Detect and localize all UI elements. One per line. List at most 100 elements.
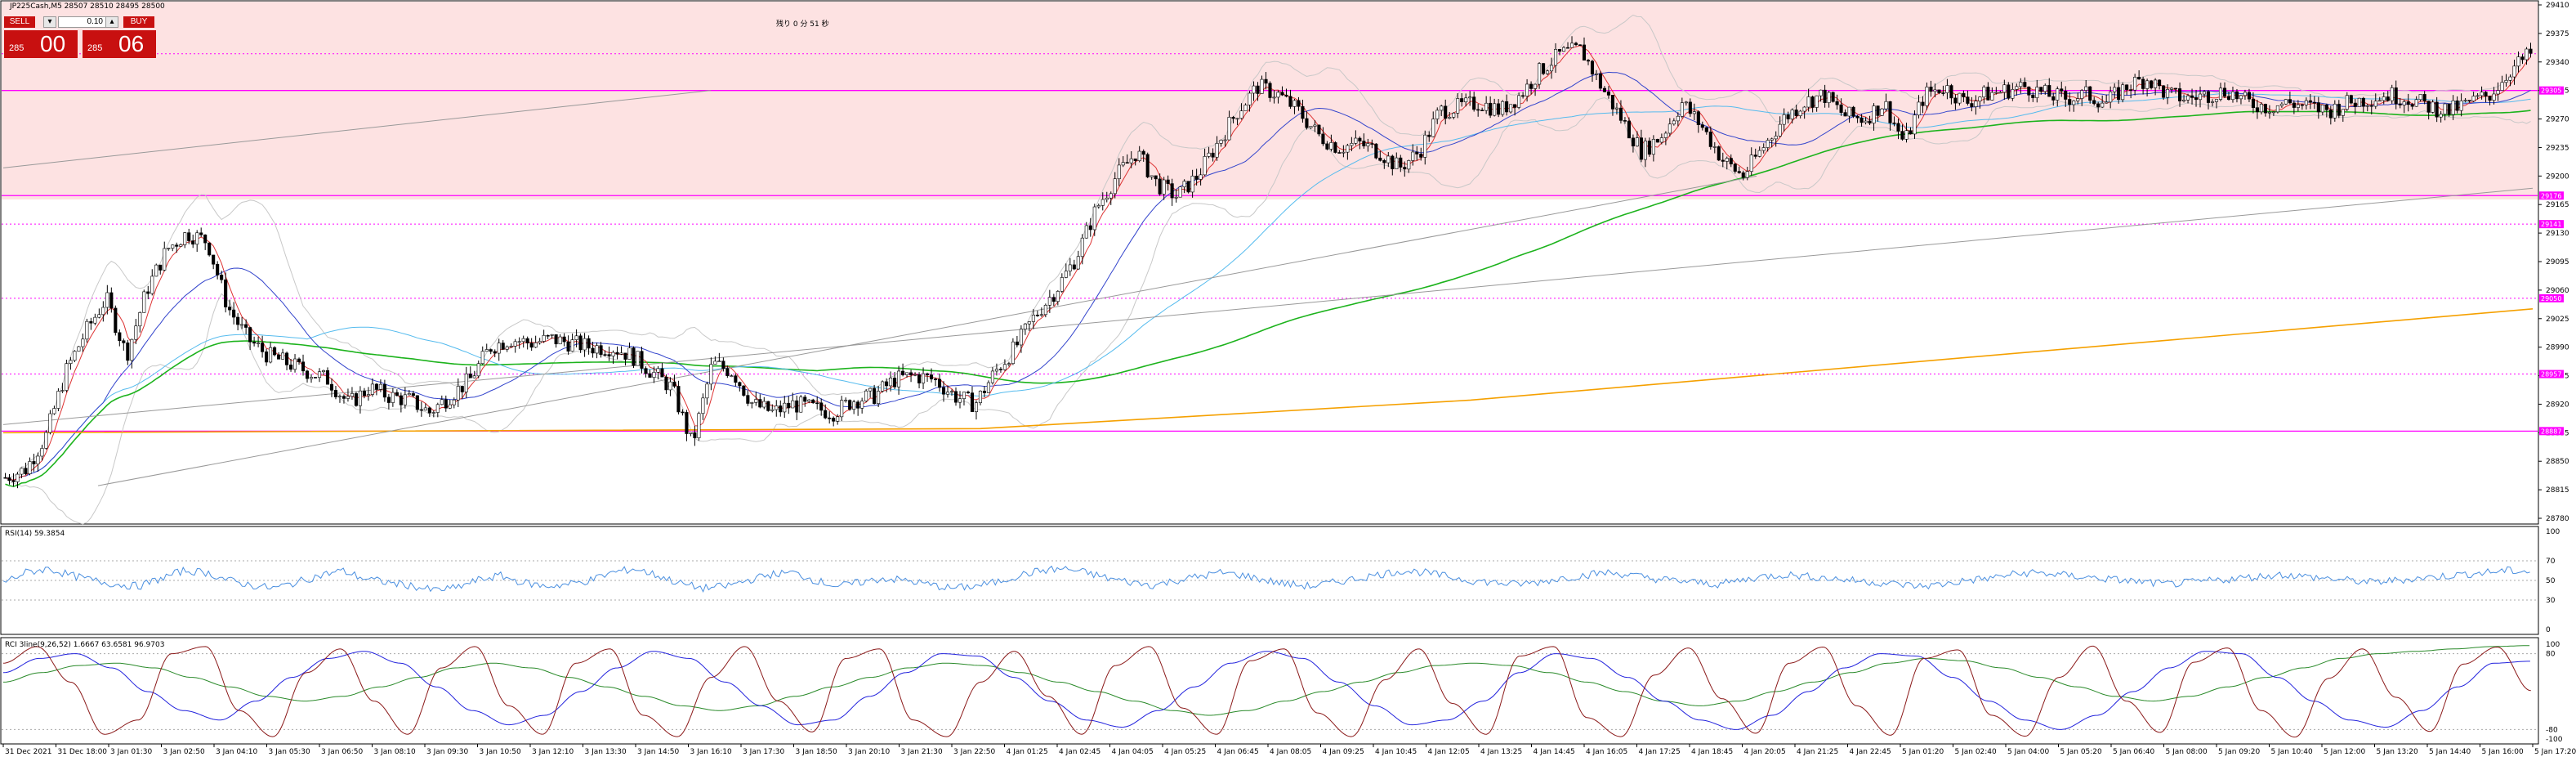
candle-body: [354, 393, 358, 406]
candle-body: [269, 347, 273, 363]
candle-body: [2002, 84, 2007, 93]
sell-price-box[interactable]: 285 00: [4, 30, 78, 58]
candle-body: [2398, 103, 2402, 105]
candle-body: [1651, 139, 1655, 155]
candle-body: [2027, 86, 2031, 96]
candle-body: [195, 232, 199, 245]
candle-body: [640, 351, 644, 369]
price-tick-label: 28920: [2546, 401, 2569, 409]
candle-body: [762, 401, 766, 408]
candle-body: [1137, 150, 1141, 161]
candle-body: [2410, 104, 2414, 107]
time-tick-label: 5 Jan 16:00: [2482, 748, 2525, 756]
price-tag-box: [2539, 370, 2564, 378]
candle-body: [2035, 87, 2039, 98]
lot-size-input[interactable]: 0.10: [58, 16, 107, 28]
candle-body: [444, 399, 448, 409]
candle-body: [248, 327, 252, 343]
candle-body: [1921, 101, 1925, 106]
candle-body: [2133, 77, 2137, 91]
time-tick-label: 3 Jan 14:50: [637, 748, 680, 756]
candle-body: [2418, 94, 2422, 101]
candle-body: [257, 343, 261, 344]
candle-body: [2394, 87, 2398, 105]
candle-body: [1872, 105, 1876, 123]
candle-body: [701, 397, 705, 414]
candle-body: [1802, 106, 1806, 112]
candle-body: [1243, 105, 1248, 111]
sell-button[interactable]: SELL: [4, 16, 35, 28]
candle-body: [2361, 97, 2365, 107]
time-tick-label: 4 Jan 14:45: [1534, 748, 1575, 756]
candle-body: [2292, 102, 2296, 108]
gray-trendline: [2, 187, 2534, 425]
gray-trendline: [2, 90, 712, 168]
candle-body: [1880, 108, 1884, 116]
rsi-axis: 100 70 50 30 0: [2546, 528, 2560, 634]
candle-body: [277, 354, 281, 360]
symbol-header: JP225Cash,M5 28507 28510 28495 28500: [9, 2, 165, 11]
candle-body: [546, 334, 550, 337]
candle-body: [1766, 140, 1770, 148]
candle-body: [1949, 85, 1953, 99]
candle-body: [1859, 117, 1864, 123]
candle-body: [313, 377, 318, 378]
candle-body: [1166, 179, 1170, 184]
candle-body: [730, 375, 734, 377]
buy-button[interactable]: BUY: [123, 16, 154, 28]
rsi-tick-label: 30: [2546, 597, 2556, 605]
candle-body: [1941, 92, 1945, 94]
candle-body: [321, 370, 326, 373]
candle-body: [1578, 44, 1583, 47]
candle-body: [7, 477, 11, 482]
candle-body: [668, 381, 672, 391]
candle-body: [1855, 115, 1859, 119]
candle-body: [1990, 92, 1994, 101]
candle-body: [717, 361, 721, 362]
candle-body: [220, 275, 224, 280]
candle-body: [472, 375, 476, 378]
rci-panel: RCI 3line(9,26,52) 1.6667 63.6581 96.970…: [0, 637, 2563, 745]
candle-body: [2271, 111, 2275, 114]
candle-body: [994, 369, 998, 372]
candle-body: [672, 381, 676, 387]
candle-body: [1484, 102, 1489, 111]
candle-body: [244, 324, 248, 328]
candle-body: [138, 312, 142, 327]
candle-body: [2492, 93, 2496, 101]
candle-body: [101, 307, 105, 316]
candle-body: [1782, 114, 1786, 125]
candle-body: [1582, 44, 1587, 60]
lot-increase-button[interactable]: ▴: [105, 16, 118, 28]
candle-body: [725, 368, 730, 377]
price-tick-label: 29060: [2546, 287, 2569, 295]
candle-body: [607, 354, 611, 356]
price-tag-box: [2539, 86, 2564, 95]
candle-body: [1586, 60, 1591, 62]
candle-body: [2088, 86, 2092, 101]
candle-body: [480, 351, 484, 365]
candle-body: [456, 386, 460, 401]
candle-body: [738, 382, 742, 387]
buy-price-box[interactable]: 285 06: [83, 30, 156, 58]
candle-body: [1280, 92, 1284, 96]
candle-body: [342, 396, 346, 399]
candle-body: [2080, 90, 2084, 99]
candle-body: [656, 368, 660, 373]
candle-body: [1407, 160, 1411, 170]
candle-body: [1382, 160, 1386, 163]
candle-body: [1909, 130, 1913, 135]
candle-body: [1655, 139, 1659, 143]
candle-body: [1757, 150, 1761, 157]
candle-body: [889, 378, 893, 387]
candle-body: [415, 395, 419, 410]
candle-body: [2230, 91, 2235, 101]
candle-body: [216, 263, 220, 275]
lot-decrease-button[interactable]: ▾: [43, 16, 56, 28]
price-tick-label: 29165: [2546, 201, 2569, 209]
candle-body: [1725, 158, 1729, 162]
candle-body: [1929, 87, 1933, 92]
candle-body: [2251, 98, 2255, 108]
candle-body: [2349, 95, 2353, 104]
candle-body: [179, 244, 183, 247]
